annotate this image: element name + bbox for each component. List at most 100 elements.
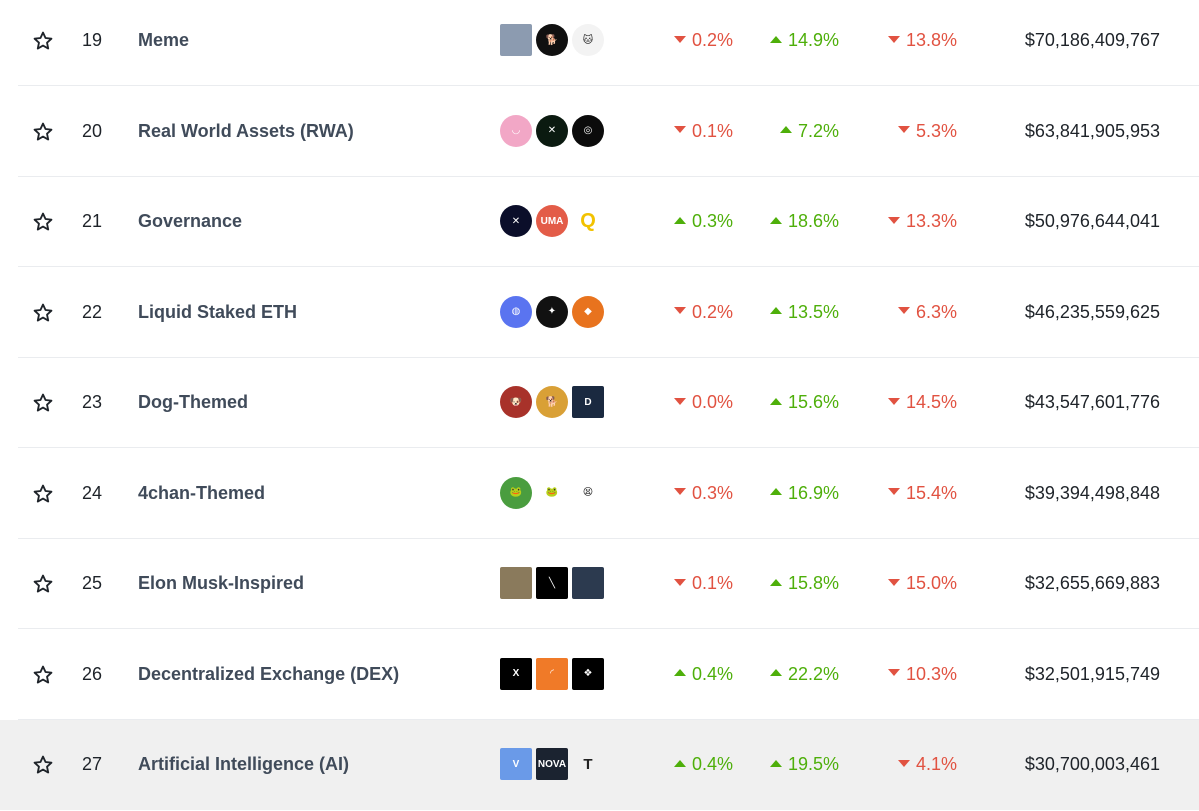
table-row[interactable]: 22 Liquid Staked ETH ◍ ✦ ◆ 0.2% 13.5% 6.3% $46,2… — [0, 268, 1199, 358]
d7-change: 6.3% — [897, 302, 957, 323]
black-knot-coin-icon[interactable]: ❖ — [572, 657, 604, 690]
percent-value: 18.6% — [787, 211, 839, 231]
caret-up-icon — [769, 488, 782, 496]
market-cap: $46,235,559,625 — [1024, 301, 1160, 322]
table-row[interactable]: 23 Dog-Themed 🐶 🐕 D 0.0% 15.6% 14.5% $43,547,601… — [0, 358, 1199, 448]
cat-flag-coin-icon[interactable]: 🐱 — [572, 24, 604, 56]
caret-down-icon — [887, 216, 900, 224]
synthetix-coin-icon[interactable]: ✕ — [500, 205, 532, 237]
rank-number: 19 — [81, 30, 103, 50]
market-cap: $70,186,409,767 — [1024, 30, 1160, 50]
caret-down-icon — [673, 126, 686, 134]
caret-down-icon — [887, 488, 900, 496]
watchlist-star-icon[interactable] — [32, 302, 54, 324]
watchlist-star-icon[interactable] — [32, 392, 54, 414]
portrait-coin-icon[interactable] — [572, 567, 604, 599]
dog-photo-coin-icon[interactable] — [500, 567, 532, 599]
yellow-q-coin-icon[interactable]: Q — [572, 205, 604, 237]
h24-change: 22.2% — [769, 664, 839, 685]
h24-change: 15.6% — [769, 392, 839, 413]
green-x-coin-icon[interactable]: ✕ — [536, 114, 568, 147]
h24-change: 13.5% — [769, 302, 839, 323]
market-cap: $32,501,915,749 — [1024, 663, 1160, 684]
category-name-link[interactable]: Decentralized Exchange (DEX) — [138, 663, 400, 684]
rank-number: 22 — [81, 301, 103, 322]
shiba-coin-icon[interactable]: 🐕 — [536, 24, 568, 56]
table-row[interactable]: 19 Meme 🐕 🐱 0.2% 14.9% 13.8% $70,186,409,767 — [0, 0, 1199, 86]
caret-down-icon — [887, 578, 900, 586]
market-cap: $63,841,905,953 — [1024, 120, 1160, 141]
blue-v-coin-icon[interactable]: V — [500, 748, 532, 780]
percent-value: 0.1% — [691, 573, 733, 593]
row-divider — [18, 356, 1199, 358]
pepe-coin-icon[interactable]: 🐸 — [500, 476, 532, 509]
watchlist-star-icon[interactable] — [32, 30, 54, 52]
table-row[interactable]: 27 Artificial Intelligence (AI) V NOVA T 0.4%… — [0, 720, 1199, 810]
watchlist-star-icon[interactable] — [32, 483, 54, 505]
green-ring-coin-icon[interactable]: ◎ — [572, 114, 604, 147]
caret-up-icon — [769, 759, 782, 767]
d7-change: 15.4% — [887, 483, 957, 504]
eth-orange-coin-icon[interactable]: ◆ — [572, 295, 604, 328]
caret-up-icon — [769, 307, 782, 315]
percent-value: 0.2% — [691, 30, 733, 50]
caret-up-icon — [673, 759, 686, 767]
dogecoin-sq-coin-icon[interactable]: D — [572, 386, 604, 418]
category-name-link[interactable]: Elon Musk-Inspired — [138, 573, 305, 593]
x-black-coin-icon[interactable]: X — [500, 657, 532, 690]
table-row[interactable]: 24 4chan-Themed 🐸 🐸 😫 0.3% 16.9% 15.4% $39,394,4… — [0, 449, 1199, 539]
rank-number: 27 — [81, 754, 103, 774]
percent-value: 0.0% — [691, 392, 733, 412]
wings-coin-icon[interactable]: ✦ — [536, 295, 568, 328]
uma-coin-icon[interactable]: UMA — [536, 205, 568, 237]
rank-number: 25 — [81, 573, 103, 593]
table-row[interactable]: 21 Governance ✕ UMA Q 0.3% 18.6% 13.3% $50,976,6… — [0, 177, 1199, 267]
blue-ring-coin-icon[interactable]: ◍ — [500, 295, 532, 328]
market-cap: $32,655,669,883 — [1024, 573, 1160, 593]
category-name-link[interactable]: Artificial Intelligence (AI) — [138, 754, 350, 774]
table-row[interactable]: 26 Decentralized Exchange (DEX) X ◜ ❖ 0.4% 22.… — [0, 630, 1199, 720]
watchlist-star-icon[interactable] — [32, 121, 54, 143]
doge-coin-icon[interactable]: 🐕 — [536, 386, 568, 418]
h1-change: 0.2% — [673, 30, 733, 51]
category-name-link[interactable]: Liquid Staked ETH — [138, 301, 298, 322]
pink-smile-coin-icon[interactable]: ◡ — [500, 114, 532, 147]
grey-tower-coin-icon[interactable] — [500, 24, 532, 56]
watchlist-star-icon[interactable] — [32, 664, 54, 686]
h24-change: 19.5% — [769, 754, 839, 775]
row-divider — [18, 628, 1199, 629]
category-name-link[interactable]: 4chan-Themed — [138, 482, 266, 503]
nova-coin-icon[interactable]: NOVA — [536, 748, 568, 780]
h24-change: 14.9% — [769, 30, 839, 51]
category-name-link[interactable]: Governance — [138, 211, 243, 231]
watchlist-star-icon[interactable] — [32, 211, 54, 233]
caret-up-icon — [769, 397, 782, 405]
shiba-red-coin-icon[interactable]: 🐶 — [500, 386, 532, 418]
watchlist-star-icon[interactable] — [32, 754, 54, 776]
h1-change: 0.4% — [673, 754, 733, 775]
percent-value: 0.3% — [691, 482, 733, 503]
table-row[interactable]: 20 Real World Assets (RWA) ◡ ✕ ◎ 0.1% 7.2% 5.3%… — [0, 87, 1199, 177]
orange-swirl-coin-icon[interactable]: ◜ — [536, 657, 568, 690]
market-cap: $50,976,644,041 — [1024, 211, 1160, 231]
watchlist-star-icon[interactable] — [32, 573, 54, 595]
top-coins: ◍ ✦ ◆ — [500, 295, 604, 328]
wojak-coin-icon[interactable]: 😫 — [572, 476, 604, 509]
category-name-link[interactable]: Real World Assets (RWA) — [138, 120, 354, 141]
h1-change: 0.3% — [673, 211, 733, 232]
category-name-link[interactable]: Dog-Themed — [138, 392, 248, 412]
category-name-link[interactable]: Meme — [138, 30, 190, 50]
top-coins: V NOVA T — [500, 748, 604, 780]
rank-number: 21 — [81, 211, 103, 231]
pepe-side-coin-icon[interactable]: 🐸 — [536, 476, 568, 509]
top-coins: ╲ — [500, 567, 604, 599]
rank-number: 26 — [81, 663, 103, 684]
x-logo-coin-icon[interactable]: ╲ — [536, 567, 568, 599]
h1-change: 0.2% — [673, 302, 733, 323]
caret-down-icon — [897, 759, 910, 767]
table-row[interactable]: 25 Elon Musk-Inspired ╲ 0.1% 15.8% 15.0% $32,6… — [0, 539, 1199, 629]
top-coins: 🐕 🐱 — [500, 24, 604, 56]
top-coins: X ◜ ❖ — [500, 657, 604, 690]
d7-change: 13.8% — [887, 30, 957, 51]
t-letter-coin-icon[interactable]: T — [583, 755, 593, 773]
